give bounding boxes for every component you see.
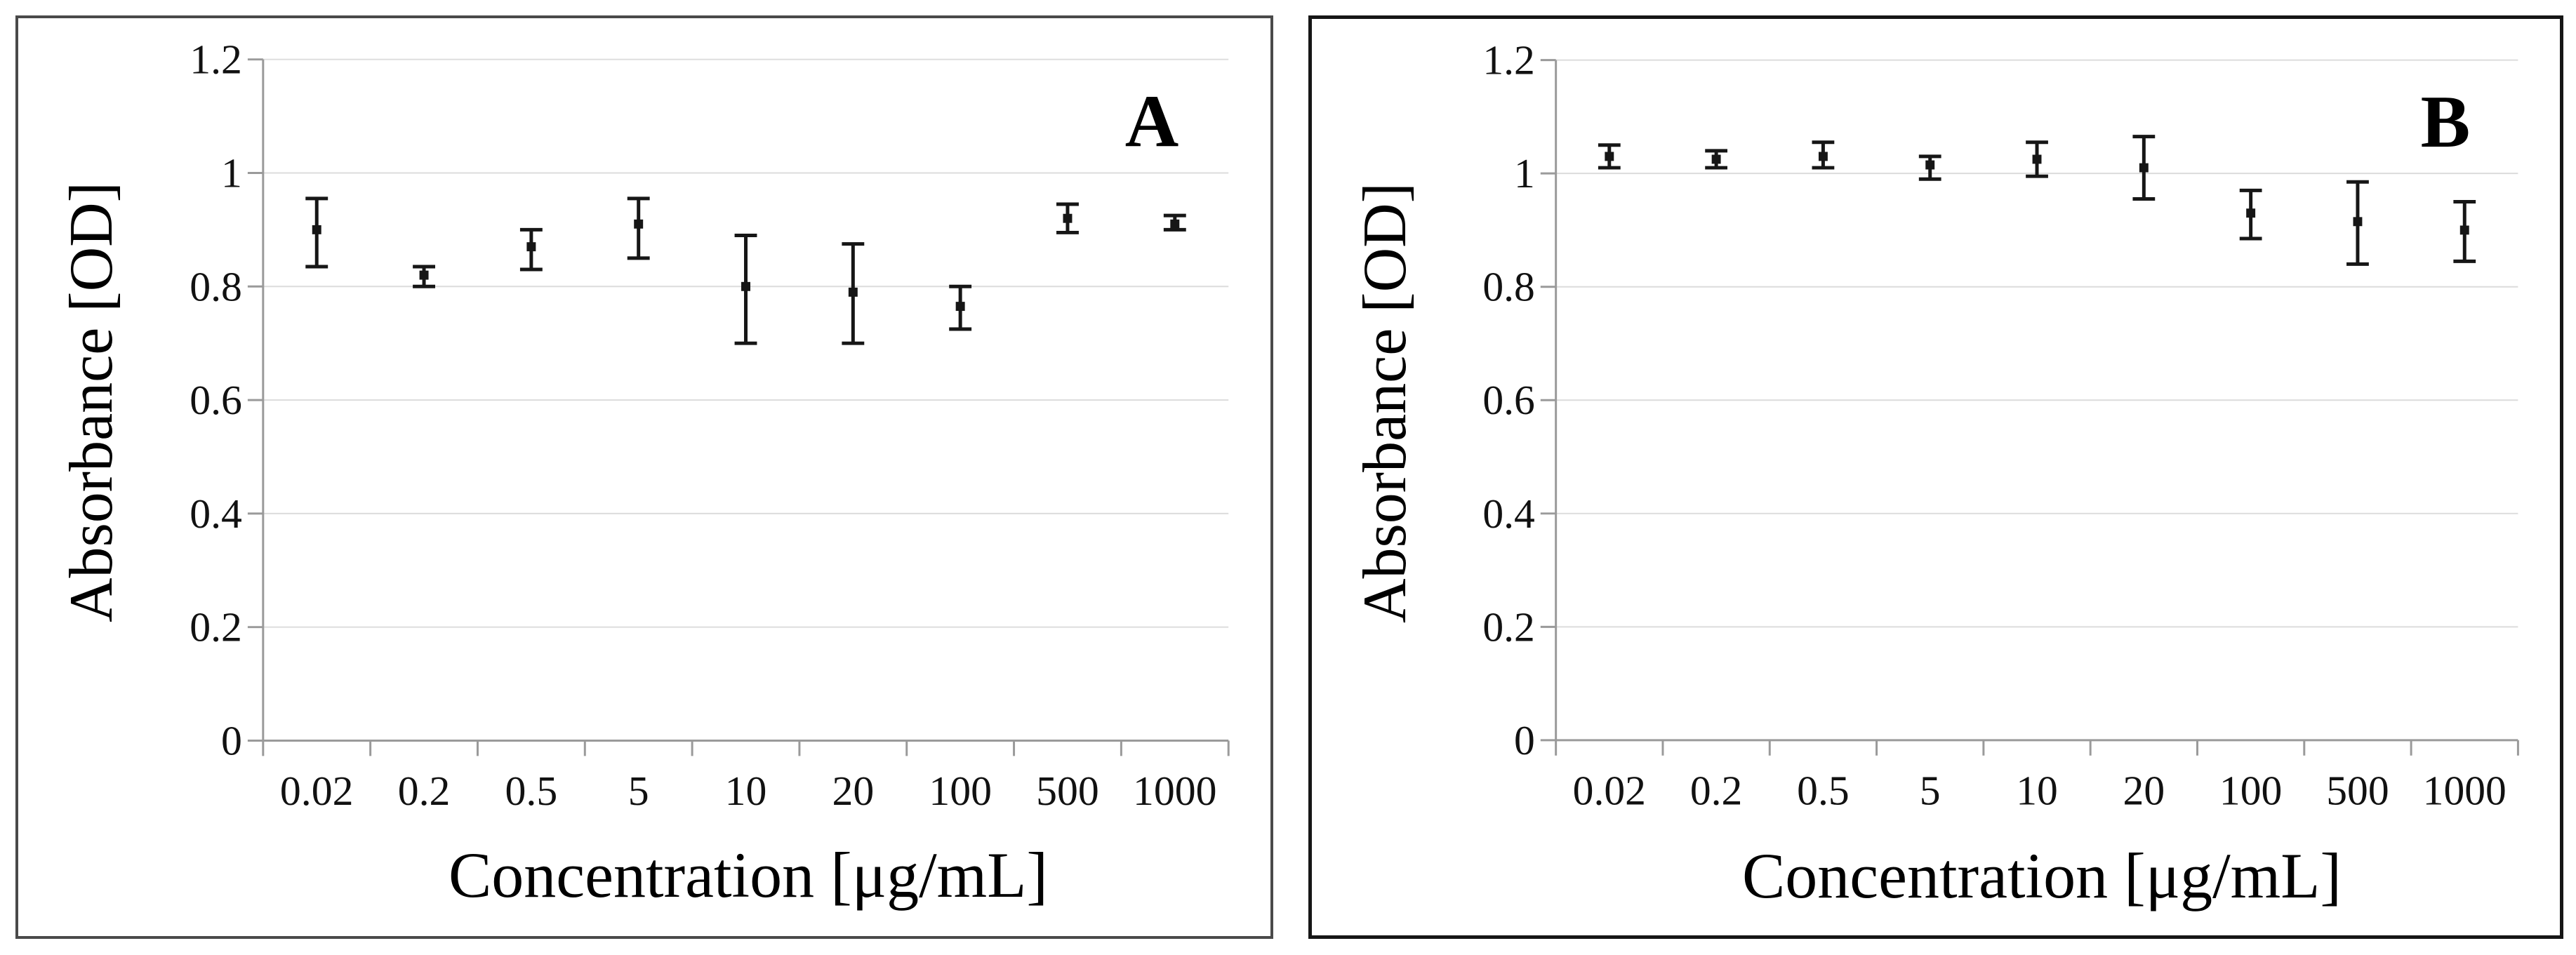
data-marker [2246,208,2256,218]
panel-a-letter: A [1124,80,1179,162]
data-marker [741,281,750,291]
data-marker [1818,152,1828,161]
data-marker [1605,152,1614,161]
y-tick-label: 1 [1514,150,1535,196]
x-tick-label: 0.02 [280,768,354,814]
panel-b-y-axis-title: Absorbance [OD] [1351,182,1419,623]
y-tick-label: 0.6 [190,377,242,423]
data-marker [848,287,858,297]
y-tick-label: 0.4 [1482,490,1534,537]
data-marker [955,302,965,312]
x-tick-label: 5 [1920,767,1941,813]
data-marker [526,242,536,252]
y-tick-label: 0.8 [1482,264,1534,310]
x-tick-label: 20 [2123,767,2165,813]
x-tick-label: 10 [2016,767,2058,813]
y-tick-label: 0.6 [1482,377,1534,423]
data-marker [2032,154,2042,164]
x-tick-label: 0.2 [398,768,451,814]
data-marker [312,225,321,234]
y-tick-label: 1.2 [1482,37,1534,84]
y-tick-label: 1 [221,150,242,196]
x-tick-label: 0.5 [505,768,558,814]
y-tick-label: 0.8 [190,263,242,309]
panel-b-x-axis-title: Concentration [μg/mL] [1741,840,2342,911]
panel-a-y-axis-title: Absorbance [OD] [58,182,126,622]
data-marker [2459,225,2469,235]
data-marker [1711,154,1721,164]
data-marker [634,219,644,229]
data-marker [1925,160,1935,170]
x-tick-label: 0.02 [1573,767,1646,813]
x-tick-label: 100 [2219,767,2282,813]
y-tick-label: 0.2 [1482,603,1534,650]
x-tick-label: 5 [628,768,649,814]
x-tick-label: 500 [1036,768,1099,814]
data-marker [2139,163,2149,173]
x-tick-label: 0.5 [1797,767,1849,813]
data-marker [419,270,429,280]
y-tick-label: 0 [1514,717,1535,763]
x-tick-label: 20 [832,768,874,814]
data-marker [1170,219,1180,229]
x-tick-label: 10 [725,768,767,814]
data-marker [1063,213,1073,223]
panel-a: 0 0.2 0.4 0.6 0.8 1 1.2 0.02 0.2 0.5 5 10 20 100 500 10… [15,15,1273,939]
x-tick-label: 500 [2326,767,2389,813]
panel-b: 0 0.2 0.4 0.6 0.8 1 1.2 0.02 0.2 0.5 5 10 20 100 500 10… [1308,15,2563,939]
y-tick-label: 0.2 [190,604,242,650]
x-tick-label: 0.2 [1690,767,1742,813]
y-tick-label: 0.4 [190,490,242,537]
y-tick-label: 1.2 [190,36,242,83]
x-tick-label: 1000 [2423,767,2507,813]
panel-a-x-axis-title: Concentration [μg/mL] [448,839,1049,911]
data-marker [2353,217,2363,227]
x-tick-label: 1000 [1133,768,1217,814]
panel-b-letter: B [2420,81,2471,163]
panel-a-chart: 0 0.2 0.4 0.6 0.8 1 1.2 0.02 0.2 0.5 5 10 20 100 500 10… [190,36,1230,814]
panel-b-chart: 0 0.2 0.4 0.6 0.8 1 1.2 0.02 0.2 0.5 5 10 20 100 500 10… [1482,37,2519,813]
x-tick-label: 100 [929,768,992,814]
y-tick-label: 0 [221,718,242,764]
